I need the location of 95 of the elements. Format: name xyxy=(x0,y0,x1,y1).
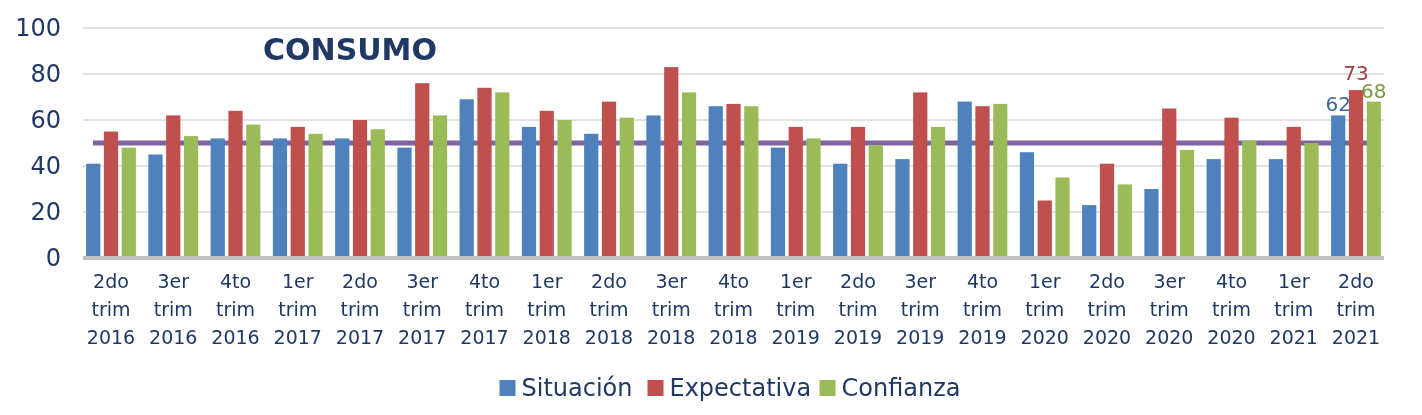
bar xyxy=(770,147,786,258)
x-tick-label: 1er trim 2020 xyxy=(1020,270,1069,348)
bar xyxy=(619,117,634,258)
bar xyxy=(913,92,928,258)
bar xyxy=(1019,152,1035,258)
bar xyxy=(1224,117,1239,258)
bar xyxy=(1179,149,1195,258)
x-tick-label: 4to trim 2016 xyxy=(211,270,260,348)
bar xyxy=(788,126,803,258)
x-tick-label: 4to trim 2020 xyxy=(1207,270,1256,348)
x-tick-label: 3er trim 2017 xyxy=(398,270,447,348)
x-tick-label: 4to trim 2019 xyxy=(958,270,1007,348)
x-tick-label: 4to trim 2017 xyxy=(460,270,509,348)
bar xyxy=(744,106,759,258)
bar xyxy=(557,120,572,258)
bar xyxy=(1304,143,1319,258)
bar xyxy=(975,106,990,258)
bar xyxy=(708,106,723,258)
bar xyxy=(1055,177,1070,258)
bar xyxy=(290,126,305,258)
x-tick-label: 2do trim 2018 xyxy=(584,270,634,348)
bar xyxy=(352,120,368,258)
bar xyxy=(103,131,119,258)
bar xyxy=(1331,115,1346,258)
bar xyxy=(664,67,679,258)
chart-title: CONSUMO xyxy=(263,32,437,67)
x-tick-label: 2do trim 2021 xyxy=(1331,270,1381,348)
bar xyxy=(1366,101,1381,258)
y-tick-label: 60 xyxy=(30,106,61,135)
bar xyxy=(681,92,697,258)
bar xyxy=(833,163,848,258)
bar xyxy=(1162,108,1177,258)
x-tick-label: 2do trim 2016 xyxy=(86,270,136,348)
x-tick-label: 3er trim 2020 xyxy=(1145,270,1194,348)
bar xyxy=(1099,163,1115,258)
x-tick-label: 1er trim 2019 xyxy=(771,270,820,348)
x-tick-label: 3er trim 2019 xyxy=(896,270,945,348)
y-tick-label: 100 xyxy=(15,14,61,43)
x-tick-label: 1er trim 2021 xyxy=(1269,270,1318,348)
bar xyxy=(148,154,163,258)
bar xyxy=(930,126,946,258)
bar xyxy=(895,159,910,258)
bar xyxy=(806,138,821,258)
legend-label: Situación xyxy=(521,374,633,402)
y-tick-label: 0 xyxy=(45,244,61,273)
bar xyxy=(850,126,866,258)
y-tick-label: 20 xyxy=(30,198,61,227)
bar xyxy=(957,101,972,258)
bar xyxy=(601,101,617,258)
bar xyxy=(228,110,243,258)
bar xyxy=(183,136,199,258)
bar xyxy=(868,145,883,258)
bar xyxy=(272,138,288,258)
bar xyxy=(1206,159,1221,258)
bar xyxy=(166,115,181,258)
x-tick-label: 3er trim 2018 xyxy=(647,270,696,348)
data-label: 62 xyxy=(1325,92,1351,117)
bar xyxy=(1286,126,1301,258)
bar xyxy=(1242,140,1257,258)
x-tick-label: 2do trim 2020 xyxy=(1082,270,1132,348)
bar xyxy=(415,83,430,258)
bar xyxy=(308,133,323,258)
x-tick-label: 3er trim 2016 xyxy=(149,270,198,348)
x-tick-label: 2do trim 2019 xyxy=(833,270,883,348)
bar xyxy=(726,103,741,258)
bar xyxy=(1082,205,1097,258)
bar xyxy=(993,103,1008,258)
y-tick-label: 40 xyxy=(30,152,61,181)
bar xyxy=(646,115,661,258)
bar xyxy=(397,147,412,258)
x-tick-label: 4to trim 2018 xyxy=(709,270,758,348)
bar xyxy=(521,126,537,258)
legend-label: Expectativa xyxy=(669,374,812,402)
bar xyxy=(584,133,599,258)
legend-label: Confianza xyxy=(841,374,961,402)
x-tick-label: 2do trim 2017 xyxy=(335,270,385,348)
y-tick-label: 80 xyxy=(30,60,61,89)
bar xyxy=(495,92,510,258)
bar xyxy=(477,87,492,258)
bar xyxy=(246,124,261,258)
bar xyxy=(210,138,225,258)
bar xyxy=(539,110,554,258)
x-tick-label: 1er trim 2018 xyxy=(522,270,571,348)
bar xyxy=(1268,159,1284,258)
bar xyxy=(335,138,350,258)
bar xyxy=(1144,189,1159,258)
x-tick-label: 1er trim 2017 xyxy=(273,270,322,348)
bar xyxy=(86,163,101,258)
bar xyxy=(1037,200,1052,258)
bar xyxy=(121,147,136,258)
bar xyxy=(370,129,385,258)
bar xyxy=(1348,90,1364,258)
bar xyxy=(459,99,474,258)
bar xyxy=(432,115,448,258)
bar xyxy=(1117,184,1132,258)
